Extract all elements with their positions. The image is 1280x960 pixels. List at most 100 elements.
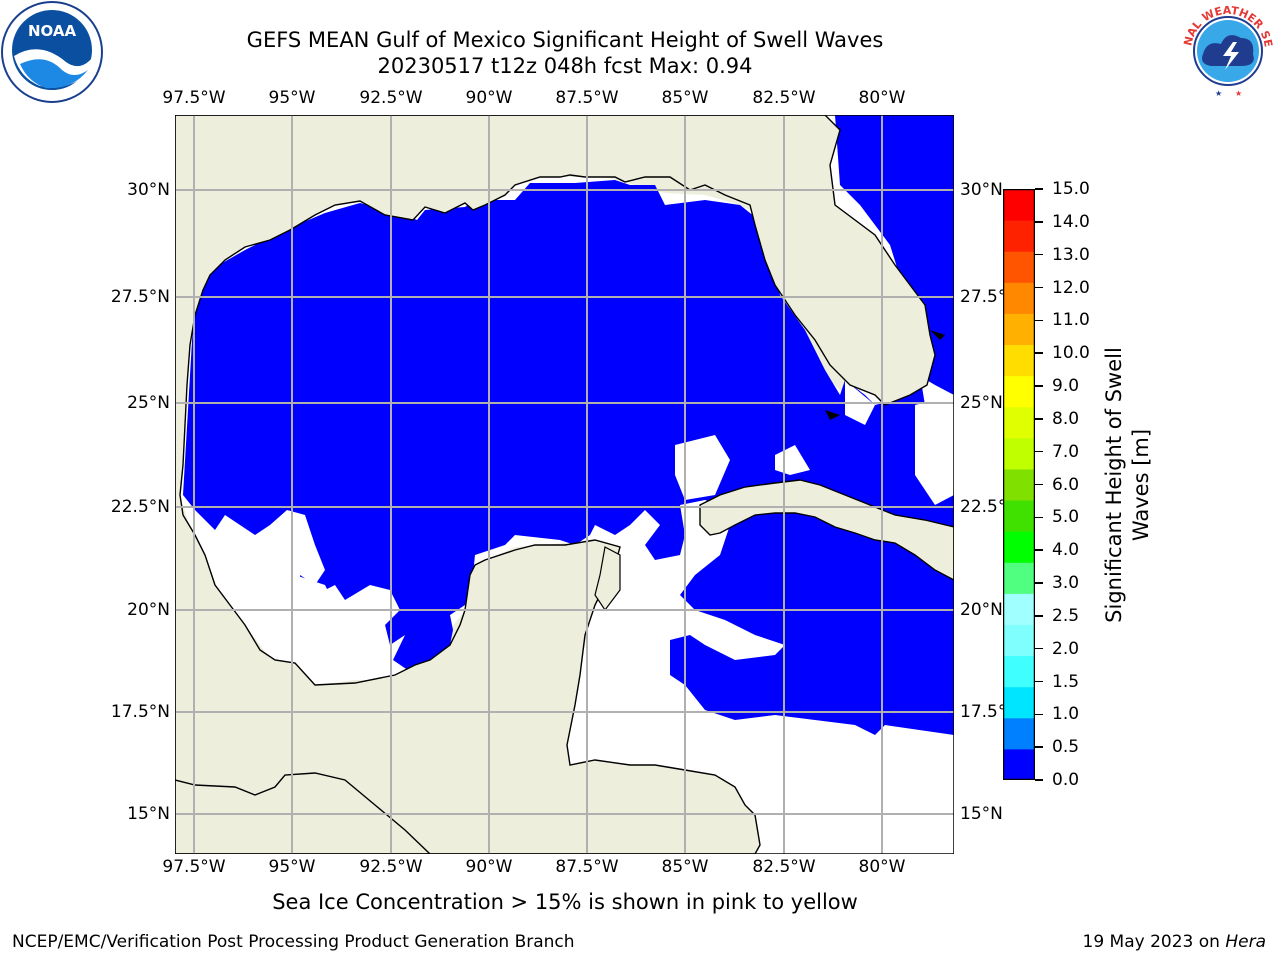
land-cuba [699, 479, 954, 581]
colorbar-tick-label: 11.0 [1052, 310, 1090, 331]
sea-ice-note: Sea Ice Concentration > 15% is shown in … [272, 890, 858, 914]
svg-text:★: ★ [1215, 89, 1222, 98]
lon-label-top: 90°W [465, 88, 513, 108]
colorbar-tick-label: 0.0 [1052, 770, 1080, 790]
colorbar-tick-label: 3.0 [1052, 573, 1080, 593]
colorbar-tick-mark [1035, 647, 1043, 650]
colorbar-tick-label: 2.0 [1052, 638, 1080, 659]
colorbar-tick-label: 4.0 [1052, 540, 1080, 561]
colorbar-segment [1003, 624, 1035, 657]
lon-label-top: 87.5°W [555, 88, 619, 108]
lon-label-top: 85°W [661, 88, 709, 108]
colorbar-tick-label: 15.0 [1052, 179, 1090, 199]
colorbar-tick-mark [1035, 418, 1043, 420]
colorbar-tick-label: 8.0 [1052, 408, 1080, 429]
colorbar-tick-label: 6.0 [1052, 474, 1080, 495]
noaa-logo: NOAA [1, 1, 103, 103]
colorbar-segment [1003, 500, 1035, 532]
colorbar-tick-mark [1035, 253, 1043, 256]
svg-text:★: ★ [1235, 89, 1242, 98]
colorbar-segment [1003, 562, 1035, 594]
colorbar-tick-mark [1035, 286, 1043, 289]
colorbar-segment [1003, 437, 1035, 470]
colorbar-segment [1003, 531, 1035, 563]
lon-label-bottom: 85°W [661, 857, 709, 877]
lat-label-left: 17.5°N [110, 702, 170, 722]
map-panel [175, 115, 954, 854]
colorbar-tick-mark [1035, 188, 1043, 190]
lon-label-bottom: 80°W [858, 857, 906, 877]
colorbar-segment [1003, 313, 1035, 346]
colorbar-tick-mark [1035, 450, 1043, 453]
colorbar-tick-mark [1035, 746, 1043, 748]
colorbar-segment [1003, 686, 1035, 719]
colorbar-tick-mark [1035, 483, 1043, 486]
lat-label-left: 15°N [127, 804, 170, 824]
colorbar-tick-mark [1035, 221, 1043, 223]
colorbar-title-line2: Waves [m] [1129, 428, 1153, 542]
colorbar-tick-mark [1035, 385, 1043, 387]
ocean-swell-0-0.5 [183, 115, 954, 735]
colorbar-segment [1003, 468, 1035, 501]
lon-label-bottom: 97.5°W [162, 857, 226, 877]
lon-label-top: 80°W [858, 88, 906, 108]
lon-label-top: 97.5°W [162, 88, 226, 108]
colorbar-tick-mark [1035, 680, 1043, 683]
lon-label-bottom: 87.5°W [555, 857, 619, 877]
colorbar-tick-label: 1.0 [1052, 704, 1080, 725]
lon-label-top: 82.5°W [752, 88, 816, 108]
colorbar-segment [1003, 282, 1035, 314]
lat-label-left: 27.5°N [110, 287, 170, 307]
lon-label-bottom: 92.5°W [359, 857, 423, 877]
chart-title: GEFS MEAN Gulf of Mexico Significant Hei… [246, 28, 884, 52]
colorbar-segment [1003, 375, 1035, 408]
map-grid [175, 115, 954, 854]
nws-logo: NATIONAL WEATHER SERVICE ★ ★ [1177, 0, 1277, 100]
colorbar-tick-mark [1035, 713, 1043, 716]
lon-label-top: 95°W [268, 88, 316, 108]
colorbar-segment [1003, 406, 1035, 439]
colorbar-tick-mark [1035, 319, 1043, 322]
lat-label-right: 20°N [960, 600, 1003, 620]
lon-label-top: 92.5°W [359, 88, 423, 108]
colorbar-segment [1003, 748, 1035, 780]
footer-host: Hera [1225, 932, 1266, 952]
colorbar-tick-label: 14.0 [1052, 211, 1090, 232]
lat-label-left: 25°N [127, 393, 170, 413]
colorbar-segment [1003, 717, 1035, 750]
footer-org: NCEP/EMC/Verification Post Processing Pr… [12, 932, 575, 952]
land-north-coast [175, 115, 936, 854]
colorbar-segment [1003, 593, 1035, 625]
footer-date: 19 May 2023 on Hera [1083, 932, 1267, 952]
colorbar-tick-mark [1035, 615, 1043, 617]
lon-label-bottom: 82.5°W [752, 857, 816, 877]
lon-label-bottom: 95°W [268, 857, 316, 877]
footer-date-text: 19 May 2023 on [1082, 932, 1220, 952]
colorbar-tick-label: 12.0 [1052, 277, 1090, 298]
colorbar-tick-label: 10.0 [1052, 343, 1090, 364]
colorbar-title: Significant Height of Swell Waves [m] [1101, 325, 1155, 645]
colorbar-frame [1003, 189, 1035, 780]
colorbar [1003, 189, 1035, 780]
lat-label-left: 22.5°N [110, 497, 170, 517]
lat-label-right: 30°N [960, 180, 1003, 200]
colorbar-segment [1003, 344, 1035, 377]
colorbar-tick-label: 9.0 [1052, 376, 1080, 396]
chart-subtitle: 20230517 t12z 048h fcst Max: 0.94 [377, 54, 753, 78]
colorbar-tick-mark [1035, 582, 1043, 584]
colorbar-segment [1003, 189, 1035, 221]
colorbar-tick-label: 0.5 [1052, 737, 1080, 758]
lat-label-left: 20°N [127, 600, 170, 620]
colorbar-tick-label: 7.0 [1052, 441, 1080, 462]
colorbar-tick-label: 2.5 [1052, 605, 1080, 626]
lat-label-right: 15°N [960, 804, 1003, 824]
lat-label-right: 25°N [960, 393, 1003, 413]
colorbar-tick-mark [1035, 549, 1043, 551]
colorbar-tick-mark [1035, 779, 1043, 781]
lat-label-left: 30°N [127, 180, 170, 200]
noaa-logo-text: NOAA [28, 22, 77, 40]
lon-label-bottom: 90°W [465, 857, 513, 877]
colorbar-segment [1003, 220, 1035, 252]
colorbar-tick-label: 5.0 [1052, 507, 1080, 528]
colorbar-tick-mark [1035, 352, 1043, 354]
